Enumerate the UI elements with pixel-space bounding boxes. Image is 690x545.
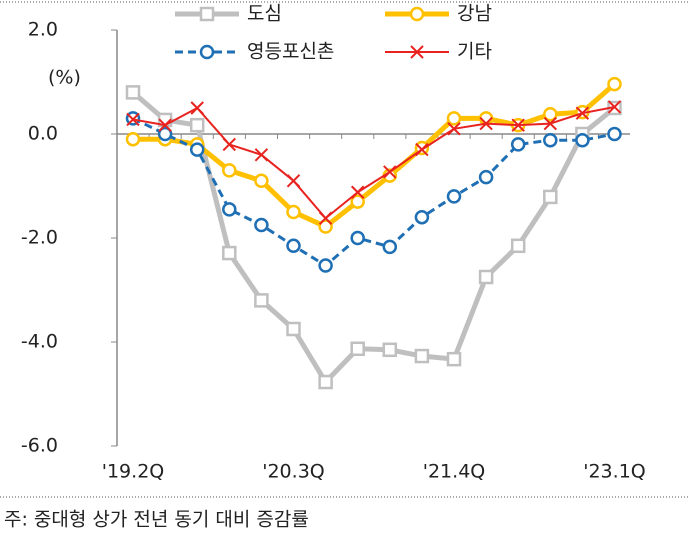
data-point [350,194,365,209]
legend-label: 도심 [247,3,282,25]
y-axis-label: (%) [48,67,81,89]
data-point [607,76,622,92]
y-tick-label: -6.0 [21,435,58,457]
legend-marker [199,44,215,60]
data-point [318,374,333,390]
data-point [543,106,558,122]
data-point [446,111,462,126]
data-point [318,211,333,225]
data-point [222,245,237,261]
data-point [575,132,590,148]
series-line [133,82,617,230]
data-point [607,126,622,142]
data-point [318,219,333,234]
data-point [222,163,237,178]
legend-label: 영등포신촌 [247,41,334,63]
data-point [382,239,398,255]
data-point [286,238,301,254]
data-point [478,169,494,185]
data-point [543,189,558,205]
data-point [254,148,269,162]
data-point [254,217,269,233]
data-point [254,293,269,308]
data-point [543,132,558,148]
x-tick-label: '19.2Q [102,461,164,483]
data-point [543,116,558,131]
data-point [222,202,237,217]
y-tick-label: 2.0 [28,19,58,41]
data-point [446,351,462,367]
data-point [511,118,525,132]
legend-marker [409,6,425,22]
data-point [607,100,622,114]
data-point [510,238,526,254]
data-point [286,321,301,337]
data-point [157,126,173,142]
series-line [132,117,615,268]
legend-marker [199,6,215,22]
x-tick-label: '23.1Q [583,461,645,483]
legend-marker [410,45,424,59]
data-point [318,258,333,273]
data-point [125,85,141,100]
x-tick-label: '21.4Q [423,461,485,483]
data-point [254,173,269,189]
y-tick-label: 0.0 [28,123,58,145]
data-point [414,348,430,364]
data-point [510,137,526,152]
data-point [158,118,172,132]
data-point [286,204,301,220]
series-line [131,90,617,385]
data-point [189,142,205,157]
y-tick-label: -4.0 [21,331,58,353]
data-point [350,230,365,246]
legend-label: 강남 [457,3,492,25]
data-point [189,117,205,133]
data-point [383,165,397,179]
data-point [222,137,237,152]
data-point [125,131,141,147]
data-point [479,116,493,131]
data-point [286,174,301,188]
data-point [382,342,398,358]
data-point [126,112,140,127]
data-point [350,341,365,357]
data-point [447,122,461,136]
data-point [350,185,365,199]
footnote: 주: 중대형 상가 전년 동기 대비 증감률 [4,509,309,531]
data-point [190,101,204,115]
data-point [415,142,429,157]
data-point [575,106,590,120]
data-point [478,269,494,285]
data-point [446,189,462,204]
series-line [132,105,615,220]
y-tick-label: -2.0 [21,227,58,249]
data-point [414,209,430,225]
x-tick-label: '20.3Q [262,461,324,483]
legend-label: 기타 [457,41,492,63]
